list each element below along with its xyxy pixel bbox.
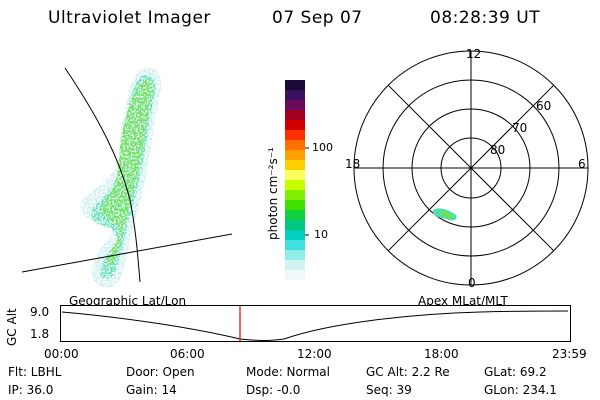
- timeline-x-tick-0600: 06:00: [170, 347, 205, 361]
- colorbar-swatch-2: [285, 100, 305, 110]
- timeline-plot: [60, 305, 571, 342]
- info-seq: Seq: 39: [366, 383, 412, 397]
- info-mode: Mode: Normal: [246, 365, 330, 379]
- colorbar-swatch-19: [285, 270, 305, 280]
- polar-panel-label: Apex MLat/MLT: [418, 294, 508, 308]
- colorbar-swatch-4: [285, 120, 305, 130]
- mlt-label-6: 6: [578, 157, 586, 171]
- info-gain: Gain: 14: [126, 383, 177, 397]
- colorbar-swatch-15: [285, 230, 305, 240]
- colorbar-swatch-6: [285, 140, 305, 150]
- info-gc-alt: GC Alt: 2.2 Re: [366, 365, 450, 379]
- latitude-line: [21, 233, 233, 273]
- colorbar-swatch-3: [285, 110, 305, 120]
- info-glat: GLat: 69.2: [484, 365, 547, 379]
- info-door: Door: Open: [126, 365, 195, 379]
- timeline-axis-label-wrap: GC Alt: [5, 306, 19, 346]
- terminator-curve: [64, 67, 141, 283]
- colorbar: [285, 80, 305, 280]
- colorbar-tick-10: 10: [314, 228, 328, 241]
- timeline-x-tick-1200: 12:00: [297, 347, 332, 361]
- timeline-y-tick-min: 1.8: [30, 327, 50, 341]
- colorbar-swatch-17: [285, 250, 305, 260]
- colorbar-unit-label: photon cm⁻²s⁻¹: [266, 147, 280, 240]
- timeline-axis-label: GC Alt: [5, 308, 19, 346]
- app-title: Ultraviolet Imager: [48, 8, 211, 28]
- polar-diagonal-2: [387, 84, 555, 252]
- info-filter: Flt: LBHL: [8, 365, 62, 379]
- timeline-x-tick-2359: 23:59: [552, 347, 587, 361]
- info-ip: IP: 36.0: [8, 383, 54, 397]
- timeline-x-tick-0000: 00:00: [44, 347, 79, 361]
- time-label: 08:28:39 UT: [430, 8, 541, 28]
- colorbar-swatch-8: [285, 160, 305, 170]
- gc-alt-curve: [61, 310, 569, 341]
- colorbar-swatch-14: [285, 220, 305, 230]
- timeline-x-tick-1800: 18:00: [424, 347, 459, 361]
- timeline-y-tick-max: 9.0: [30, 305, 50, 319]
- timeline-frame: [60, 305, 571, 342]
- mlt-label-18: 18: [345, 157, 361, 171]
- colorbar-swatch-10: [285, 180, 305, 190]
- lat-label-80: 80: [490, 143, 506, 157]
- colorbar-swatch-9: [285, 170, 305, 180]
- colorbar-swatch-13: [285, 210, 305, 220]
- lat-label-70: 70: [512, 121, 528, 135]
- date-label: 07 Sep 07: [272, 8, 363, 28]
- colorbar-swatch-18: [285, 260, 305, 270]
- aurora-patch-polar-core: [439, 211, 453, 219]
- lat-label-60: 60: [536, 99, 552, 113]
- colorbar-tick-100: 100: [312, 141, 333, 154]
- info-dsp: Dsp: -0.0: [246, 383, 301, 397]
- colorbar-axis: [305, 147, 309, 236]
- info-glon: GLon: 234.1: [484, 383, 557, 397]
- polar-plot: [353, 50, 589, 286]
- colorbar-swatch-12: [285, 200, 305, 210]
- mlt-label-0: 0: [468, 276, 476, 290]
- colorbar-swatch-11: [285, 190, 305, 200]
- colorbar-swatch-5: [285, 130, 305, 140]
- colorbar-swatch-0: [285, 80, 305, 90]
- colorbar-swatch-1: [285, 90, 305, 100]
- colorbar-swatch-7: [285, 150, 305, 160]
- mlt-label-12: 12: [466, 47, 482, 61]
- geographic-panel-label: Geographic Lat/Lon: [69, 294, 187, 308]
- colorbar-swatch-16: [285, 240, 305, 250]
